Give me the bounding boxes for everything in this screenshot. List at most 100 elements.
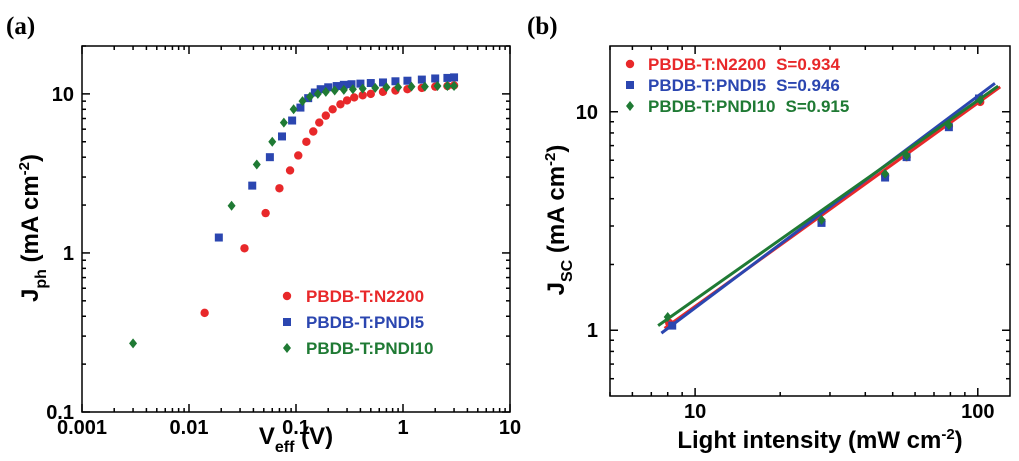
data-point [407,81,416,92]
data-point [350,93,359,102]
data-point [339,80,348,89]
x-tick-label: 1 [397,417,408,439]
y-axis-label-main: J [543,282,570,295]
data-point [129,338,138,349]
data-point [358,91,367,100]
legend-marker [626,101,634,111]
legend-series-name: PBDB-T:PNDI5 [648,76,766,95]
legend-series-name: PBDB-T:N2200 [648,55,766,74]
data-point [214,233,223,242]
panel-a-label: (a) [6,13,35,40]
y-axis-label-rest: (mA cm [17,175,44,269]
y-axis-label-subscript: SC [559,259,576,282]
series-0 [200,81,459,318]
data-point [371,82,380,93]
data-point [902,150,911,161]
data-point [339,84,348,95]
data-point [279,117,288,128]
panel-a: (a) 0.001 0.01 0.1 1 10 0.1 1 10 Veff (V) Jph (mA … [6,13,521,456]
y-axis-label: JSC (mA cm-2) [542,145,576,296]
y-axis-label-close: ) [543,145,570,153]
data-point [248,181,257,190]
x-axis-label-main: Light intensity (mW cm [677,427,941,454]
legend-entry: PBDB-T:PNDI10 [306,339,434,358]
y-axis-label-superscript: -2 [542,153,559,166]
y-axis-label-close: ) [17,154,44,162]
x-axis-label-subscript: eff [275,439,295,456]
x-axis-label: Veff (V) [259,423,333,456]
y-axis-label-rest: (mA cm [543,166,570,260]
legend-entry: PBDB-T:PNDI10 S=0.915 [648,97,849,116]
panel-a-plot-frame [81,45,511,413]
legend-slope-label: S=0.946 [776,76,840,95]
data-point [417,75,426,84]
data-point [302,137,311,146]
data-point [431,74,440,83]
legend-marker [625,59,635,69]
data-point [294,151,303,160]
data-point [275,184,284,193]
data-point [240,244,249,253]
data-point [298,96,307,107]
x-axis-label-main: V [259,423,275,450]
legend-entry: PBDB-T:N2200 S=0.934 [648,55,840,74]
data-point [443,73,452,82]
x-tick-label: 10 [499,417,521,439]
data-point [227,200,236,211]
y-tick-label: 1 [63,243,74,265]
data-point [328,105,337,114]
data-point [342,96,352,105]
fit-line [657,84,999,327]
data-point [321,86,330,97]
data-point [330,85,339,96]
x-tick-label: 0.1 [282,417,310,439]
data-point [348,84,357,95]
legend-marker [283,318,291,326]
legend-entry: PBDB-T:PNDI5 [306,313,424,332]
y-tick-label: 10 [576,102,598,124]
data-point [403,76,412,85]
data-point [976,95,985,106]
legend-entry: PBDB-T:N2200 [306,287,424,306]
x-tick-label: 0.01 [170,417,209,439]
legend-marker [626,81,634,89]
legend-slope-label: S=0.934 [776,55,840,74]
fit-line [660,82,996,335]
y-axis-label-subscript: ph [33,269,50,289]
data-point [358,83,367,94]
x-axis-label-close: ) [955,427,963,454]
y-axis-label-main: J [17,289,44,302]
data-point [313,88,322,99]
y-axis-label-superscript: -2 [16,162,33,175]
legend-entry: PBDB-T:PNDI5 S=0.946 [648,76,840,95]
x-tick-label: 10 [684,401,706,423]
x-axis-label-rest: (V) [294,423,333,450]
data-point [316,85,325,94]
data-point [310,88,319,97]
data-point [336,100,345,109]
legend-slope-label: S=0.915 [786,97,850,116]
series-2 [129,81,459,349]
data-point [278,132,287,141]
panel-b-label: (b) [527,13,558,40]
x-axis-label: Light intensity (mW cm-2) [677,426,962,454]
data-point [944,119,953,130]
data-point [296,103,305,112]
data-point [200,308,209,318]
data-point [450,73,459,82]
data-point [881,168,890,179]
x-tick-label: 100 [961,401,994,423]
data-point [309,127,318,136]
data-point [450,81,459,92]
data-point [285,166,295,175]
data-point [315,118,324,127]
series-1 [660,82,996,335]
y-axis-label: Jph (mA cm-2) [16,154,50,302]
data-point [324,83,333,92]
data-point [288,116,297,125]
data-point [382,82,391,93]
y-tick-label: 0.1 [46,402,74,424]
